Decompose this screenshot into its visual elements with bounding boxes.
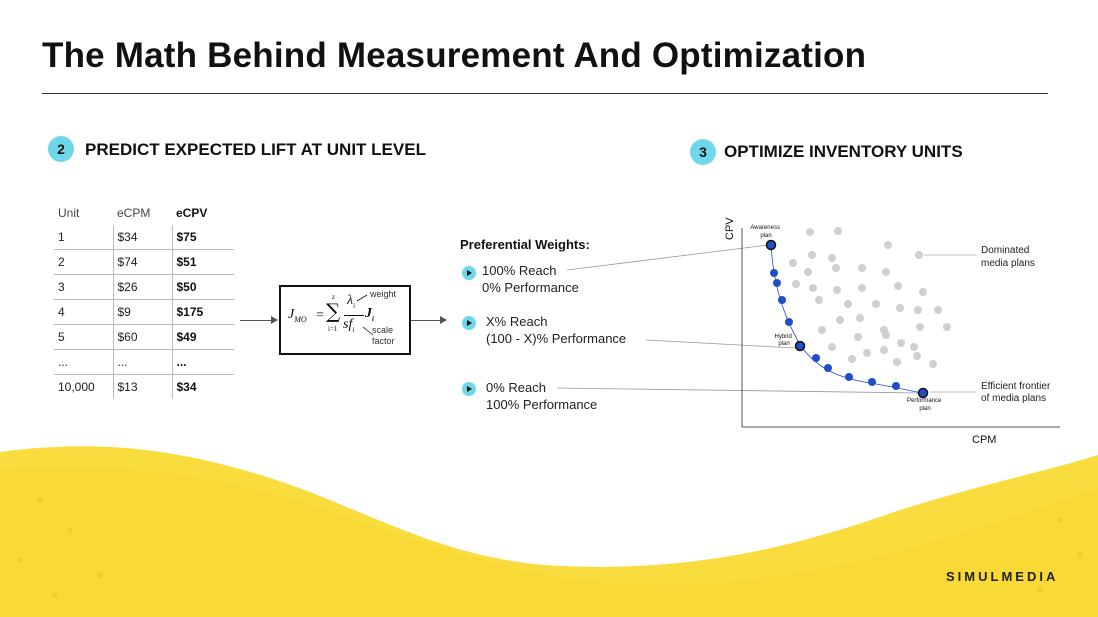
frontier-points: [765, 239, 929, 399]
weight-label: weight: [370, 289, 397, 299]
dominated-points: [789, 227, 951, 368]
ecpv-cell: $49: [171, 324, 234, 350]
table-row: 5 $60 $49: [54, 324, 234, 350]
hybrid-plan-label: Hybrid plan: [774, 334, 793, 347]
formula-lhs: JMO: [288, 307, 307, 324]
weight-option-awareness: 100% Reach 0% Performance: [482, 263, 579, 295]
table-row: 10,000 $13 $34: [54, 374, 234, 399]
ecpv-cell: $50: [171, 274, 234, 300]
weight-option-hybrid: X% Reach (100 - X)% Performance: [486, 314, 627, 346]
step-2-title: PREDICT EXPECTED LIFT AT UNIT LEVEL: [85, 140, 426, 159]
ecpm-cell: $60: [112, 324, 172, 350]
frontier-legend-label: Efficient frontier of media plans: [981, 381, 1053, 404]
table-header-row: Unit eCPM eCPV: [54, 201, 234, 225]
unit-cell: 1: [58, 230, 65, 244]
ecpv-cell: $75: [171, 225, 234, 250]
hybrid-plan-point: [794, 340, 806, 352]
column-header-ecpm: eCPM: [117, 206, 151, 220]
step-3-badge: 3: [690, 139, 716, 165]
x-axis-label: CPM: [972, 434, 996, 446]
performance-plan-label: Performance plan: [907, 398, 943, 412]
step-3-title: OPTIMIZE INVENTORY UNITS: [724, 142, 963, 161]
connector-awareness: [566, 244, 769, 271]
unit-cell: 10,000: [58, 380, 95, 394]
play-bullet-icon: [462, 266, 476, 280]
dominated-legend-label: Dominated media plans: [981, 245, 1035, 269]
sigma-icon: ∑: [326, 299, 341, 323]
ecpv-cell: $34: [171, 374, 234, 399]
formula-term: Ji: [365, 306, 374, 323]
ecpm-cell: $74: [112, 249, 172, 275]
table-row: 3 $26 $50: [54, 274, 234, 300]
awareness-plan-point: [765, 239, 777, 251]
arrow-head-icon: [271, 316, 278, 324]
unit-cell: 4: [58, 305, 65, 319]
weight-option-performance: 0% Reach 100% Performance: [486, 380, 598, 412]
arrow-to-formula: [240, 320, 272, 321]
efficient-frontier-curve: [770, 244, 924, 394]
formula-sum-bottom: i=1: [328, 325, 338, 333]
fraction-bar: [344, 315, 364, 316]
unit-cell: 5: [58, 330, 65, 344]
simulmedia-logo: SIMULMEDIA: [946, 569, 1059, 584]
y-axis-label: CPV: [724, 217, 736, 240]
title-divider: [42, 93, 1048, 94]
play-bullet-icon: [462, 382, 476, 396]
page-title: The Math Behind Measurement And Optimiza…: [42, 36, 867, 75]
arrow-head-icon: [440, 316, 447, 324]
ecpv-cell: $51: [171, 249, 234, 275]
formula-annotation-arrows: [356, 294, 374, 336]
ecpm-cell: ...: [112, 349, 172, 375]
ecpm-cell: $13: [112, 374, 172, 399]
step-2-badge: 2: [48, 136, 74, 162]
column-header-ecpv: eCPV: [176, 206, 208, 220]
preferential-weights-title: Preferential Weights:: [460, 237, 590, 252]
ecpm-cell: $34: [112, 225, 172, 250]
objective-formula-box: JMO = z ∑ i=1 λi sfi Ji weight scale fact…: [279, 285, 411, 355]
ecpm-cell: $26: [112, 274, 172, 300]
formula-equals: =: [316, 308, 324, 323]
table-row: ... ... ...: [54, 349, 234, 375]
table-row: 4 $9 $175: [54, 299, 234, 325]
play-bullet-icon: [462, 316, 476, 330]
unit-cell: 2: [58, 255, 65, 269]
ecpv-cell: ...: [171, 349, 234, 375]
unit-table: Unit eCPM eCPV 1 $34 $75 2 $74 $51 3 $26…: [54, 201, 234, 399]
unit-cell: ...: [58, 355, 69, 369]
media-plan-scatter: CPV CPM Aware: [724, 217, 1060, 446]
ecpv-cell: $175: [171, 299, 234, 325]
formula-sum-top: z: [332, 293, 335, 301]
connector-performance: [556, 387, 921, 394]
scale-factor-label: scale factor: [372, 325, 395, 346]
unit-cell: 3: [58, 280, 65, 294]
performance-plan-point: [917, 387, 929, 399]
formula-denominator: sfi: [343, 317, 355, 334]
arrow-to-weights: [411, 320, 441, 321]
awareness-plan-label: Awareness plan: [750, 225, 781, 239]
table-row: 2 $74 $51: [54, 249, 234, 275]
formula-numerator: λi: [347, 293, 356, 310]
ecpm-cell: $9: [112, 299, 172, 325]
connector-hybrid: [645, 339, 796, 349]
column-header-unit: Unit: [58, 206, 80, 220]
table-row: 1 $34 $75: [54, 225, 234, 250]
